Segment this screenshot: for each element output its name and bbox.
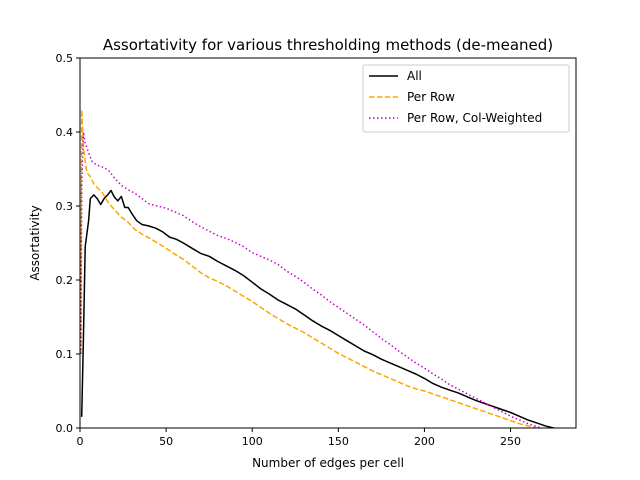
x-tick-label: 200 [414,435,435,448]
x-tick-label: 0 [77,435,84,448]
y-tick-label: 0.2 [56,274,74,287]
series-layer [80,109,557,428]
y-tick-label: 0.0 [56,422,74,435]
legend-label-2: Per Row, Col-Weighted [407,111,542,125]
series-line-1 [80,109,541,428]
y-tick-label: 0.5 [56,52,74,65]
chart-title: Assortativity for various thresholding m… [103,36,553,54]
x-axis-ticks: 0 50 100 150 200 250 [77,428,521,448]
x-tick-label: 100 [242,435,263,448]
plot-frame [79,57,577,429]
x-tick-label: 250 [500,435,521,448]
y-tick-label: 0.3 [56,200,74,213]
series-line-2 [80,131,542,428]
y-tick-label: 0.4 [56,126,74,139]
y-axis-ticks: 0.0 0.1 0.2 0.3 0.4 0.5 [56,52,80,435]
x-axis-label: Number of edges per cell [252,456,404,470]
legend-box [362,64,570,133]
y-axis-label: Assortativity [28,205,42,280]
legend: All Per Row Per Row, Col-Weighted [362,64,570,133]
legend-label-0: All [407,69,422,83]
x-tick-label: 150 [328,435,349,448]
legend-label-1: Per Row [407,90,455,104]
x-tick-label: 50 [159,435,173,448]
y-tick-label: 0.1 [56,348,74,361]
series-line-0 [80,189,557,428]
